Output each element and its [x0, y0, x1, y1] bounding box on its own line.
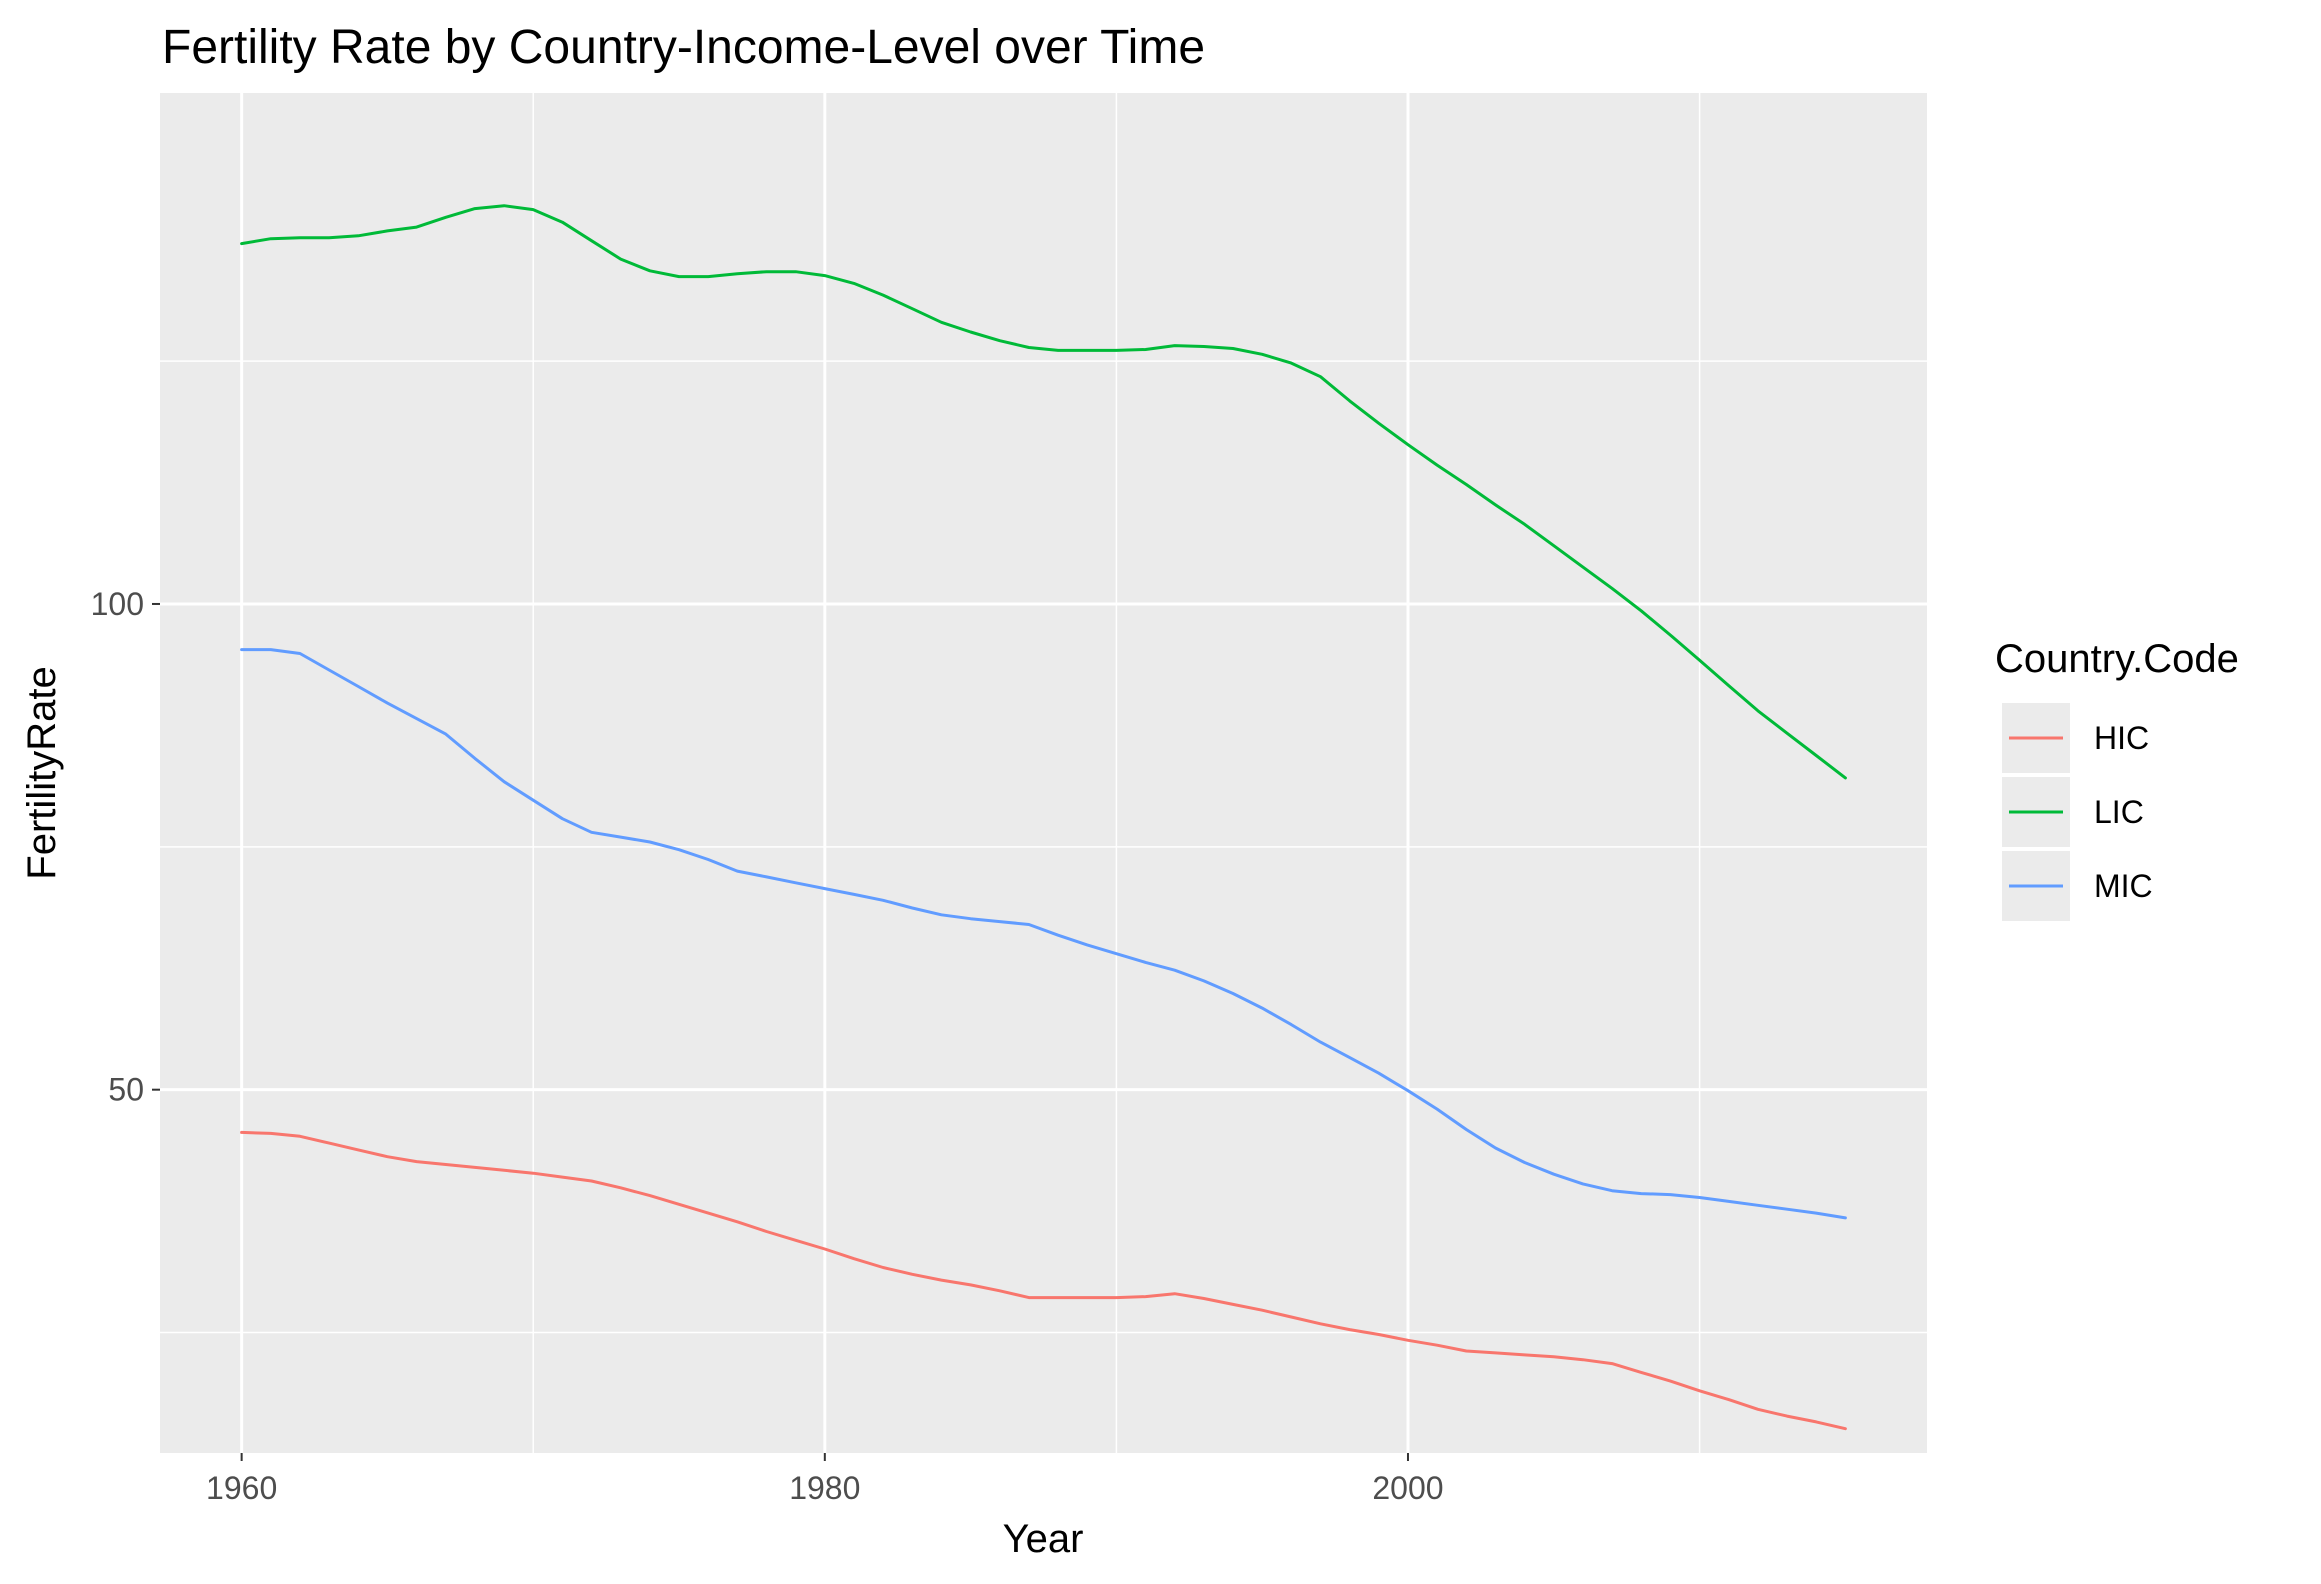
series-lines — [240, 204, 1847, 1431]
legend: Country.Code HIC LIC MIC — [1995, 637, 2239, 921]
series-line-hic — [240, 1130, 1847, 1431]
series-line-lic — [240, 204, 1847, 780]
legend-item-mic: MIC — [2002, 851, 2153, 921]
series-line-mic — [240, 648, 1847, 1220]
plot-panel — [160, 93, 1927, 1453]
y-tick-label: 50 — [108, 1072, 144, 1108]
y-axis: 50 100 — [91, 586, 160, 1108]
minor-gridlines — [160, 93, 1927, 1453]
legend-items: HIC LIC MIC — [2002, 703, 2153, 921]
legend-title: Country.Code — [1995, 637, 2239, 681]
legend-item-hic: HIC — [2002, 703, 2149, 773]
legend-label: LIC — [2094, 794, 2144, 830]
legend-label: HIC — [2094, 720, 2149, 756]
x-axis-title: Year — [1003, 1517, 1084, 1561]
legend-label: MIC — [2094, 868, 2153, 904]
x-tick-label: 1980 — [789, 1470, 860, 1506]
y-axis-title: FertilityRate — [20, 666, 64, 879]
chart-title: Fertility Rate by Country-Income-Level o… — [162, 21, 1205, 74]
x-axis: 1960 1980 2000 — [206, 1453, 1444, 1506]
y-tick-label: 100 — [91, 586, 144, 622]
legend-item-lic: LIC — [2002, 777, 2144, 847]
x-tick-label: 1960 — [206, 1470, 277, 1506]
x-tick-label: 2000 — [1372, 1470, 1443, 1506]
